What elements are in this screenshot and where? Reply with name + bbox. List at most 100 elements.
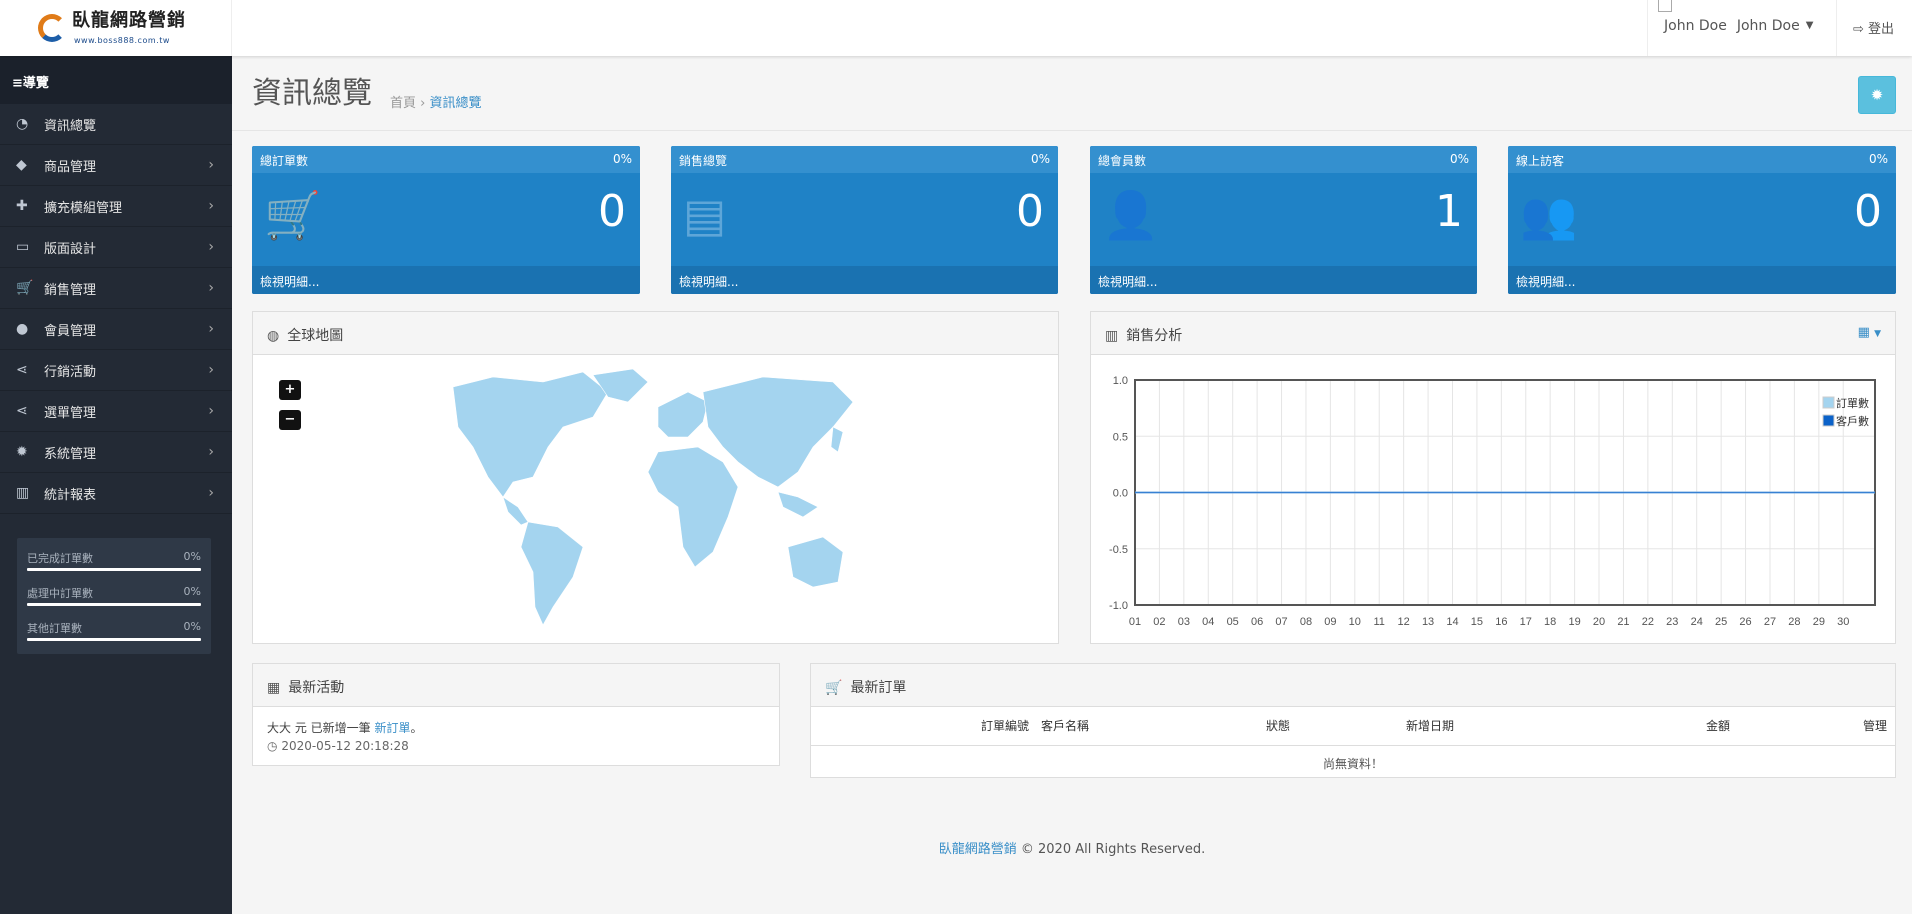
sidebar-item[interactable]: ▥ 統計報表 › bbox=[0, 473, 232, 514]
x-tick-label: 04 bbox=[1202, 616, 1214, 628]
panel-title: 最新活動 bbox=[288, 680, 345, 696]
desktop-icon: ▭ bbox=[16, 239, 30, 255]
sidebar: ≡導覽 ◔ 資訊總覽 ◆ 商品管理 › ✚ 擴充模組管理 › ▭ 版面設計 › 🛒 銷售管理 › ● 會員管理… bbox=[0, 56, 232, 914]
view-details-link[interactable]: 檢視明細... bbox=[252, 266, 640, 294]
view-details-link[interactable]: 檢視明細... bbox=[671, 266, 1058, 294]
x-tick-label: 10 bbox=[1349, 616, 1361, 628]
sidebar-title: 導覽 bbox=[22, 76, 49, 91]
cart-icon: 🛒 bbox=[16, 280, 34, 296]
x-tick-label: 29 bbox=[1813, 616, 1825, 628]
globe-icon: ◍ bbox=[267, 328, 280, 344]
panel-title: 全球地圖 bbox=[287, 328, 344, 344]
col-order-number[interactable]: 訂單編號 bbox=[811, 707, 1041, 746]
col-manage[interactable]: 管理 bbox=[1846, 707, 1895, 746]
card-value: 0 bbox=[1016, 186, 1044, 237]
map-europe bbox=[657, 391, 709, 438]
latest-orders-panel: 🛒 最新訂單 訂單編號 客戶名稱 狀態 新增日期 金額 管理 尚無資料！ bbox=[810, 663, 1896, 778]
chevron-right-icon: › bbox=[208, 198, 214, 214]
progress-label: 處理中訂單數 bbox=[27, 587, 93, 600]
top-header: 臥龍網路營銷 www.boss888.com.tw John Doe John … bbox=[0, 0, 1912, 56]
progress-row: 其他訂單數 0% bbox=[27, 616, 201, 651]
legend-swatch bbox=[1822, 396, 1835, 409]
card-header: 總會員數 0% bbox=[1090, 146, 1477, 173]
x-tick-label: 13 bbox=[1422, 616, 1434, 628]
x-tick-label: 06 bbox=[1251, 616, 1263, 628]
sales-analysis-panel: ▥ 銷售分析 ▦ ▼ 1.0 0.5 0.0 -0.5 -1.0 01 02 03 04 05 06 0… bbox=[1090, 311, 1896, 644]
sidebar-item-label: 行銷活動 bbox=[44, 364, 97, 380]
card-header: 銷售總覽 0% bbox=[671, 146, 1058, 173]
sidebar-item[interactable]: ◔ 資訊總覽 bbox=[0, 104, 232, 145]
x-tick-label: 08 bbox=[1300, 616, 1312, 628]
x-tick-label: 25 bbox=[1715, 616, 1727, 628]
col-created-date[interactable]: 新增日期 bbox=[1406, 707, 1706, 746]
user-menu-row: John Doe John Doe ▼ bbox=[1664, 17, 1813, 35]
chevron-right-icon: › bbox=[208, 362, 214, 378]
zoom-out-button[interactable]: − bbox=[279, 410, 301, 430]
share-icon: ⋖ bbox=[16, 362, 28, 378]
user-menu[interactable]: John Doe John Doe ▼ bbox=[1647, 0, 1837, 56]
progress-value: 0% bbox=[183, 585, 201, 598]
map-south-america bbox=[520, 521, 584, 626]
legend-label: 客戶數 bbox=[1836, 414, 1869, 428]
progress-label: 其他訂單數 bbox=[27, 622, 82, 635]
sidebar-menu: ◔ 資訊總覽 ◆ 商品管理 › ✚ 擴充模組管理 › ▭ 版面設計 › 🛒 銷售管理 › ● 會員管理 › ⋖ 行銷… bbox=[0, 104, 232, 514]
sidebar-item[interactable]: ✹ 系統管理 › bbox=[0, 432, 232, 473]
panel-title: 銷售分析 bbox=[1126, 328, 1183, 344]
logo[interactable]: 臥龍網路營銷 www.boss888.com.tw bbox=[0, 0, 232, 56]
logout-button[interactable]: ⇨ 登出 bbox=[1853, 18, 1894, 37]
sales-chart: 1.0 0.5 0.0 -0.5 -1.001 02 03 04 05 06 07 08 09 10 11 1… bbox=[1109, 375, 1876, 628]
sidebar-item[interactable]: ● 會員管理 › bbox=[0, 309, 232, 350]
footer-brand-link[interactable]: 臥龍網路營銷 bbox=[938, 842, 1017, 857]
latest-activity-panel: ▦ 最新活動 大大 元 已新增一筆 新訂單。 ◷ 2020-05-12 20:18… bbox=[252, 663, 780, 766]
sidebar-item[interactable]: ⋖ 行銷活動 › bbox=[0, 350, 232, 391]
chevron-right-icon: › bbox=[208, 157, 214, 173]
calendar-icon: ▦ bbox=[1857, 325, 1870, 340]
sidebar-item[interactable]: ✚ 擴充模組管理 › bbox=[0, 186, 232, 227]
breadcrumb: 首頁 › 資訊總覽 bbox=[390, 96, 482, 111]
col-amount[interactable]: 金額 bbox=[1706, 707, 1846, 746]
map-central-america bbox=[502, 496, 529, 526]
view-details-link[interactable]: 檢視明細... bbox=[1508, 266, 1896, 294]
progress-label: 已完成訂單數 bbox=[27, 552, 93, 565]
x-tick-label: 09 bbox=[1324, 616, 1336, 628]
sidebar-item[interactable]: ⋖ 選單管理 › bbox=[0, 391, 232, 432]
sidebar-item-label: 會員管理 bbox=[44, 323, 97, 339]
logout-label: 登出 bbox=[1868, 22, 1895, 37]
world-map[interactable] bbox=[433, 367, 853, 632]
sidebar-item-label: 系統管理 bbox=[44, 446, 97, 462]
card-percent: 0% bbox=[1868, 152, 1888, 166]
card-percent: 0% bbox=[612, 152, 632, 166]
breadcrumb-home[interactable]: 首頁 bbox=[390, 96, 417, 111]
sidebar-item[interactable]: ▭ 版面設計 › bbox=[0, 227, 232, 268]
sidebar-item-label: 擴充模組管理 bbox=[44, 200, 123, 216]
zoom-in-button[interactable]: + bbox=[279, 380, 301, 400]
breadcrumb-current[interactable]: 資訊總覽 bbox=[429, 96, 482, 111]
sidebar-item[interactable]: ◆ 商品管理 › bbox=[0, 145, 232, 186]
x-tick-label: 02 bbox=[1153, 616, 1165, 628]
user-icon: 👤 bbox=[1102, 188, 1160, 242]
col-customer-name[interactable]: 客戶名稱 bbox=[1041, 707, 1266, 746]
stat-card: 總訂單數 0% 🛒 0 檢視明細... bbox=[252, 146, 640, 294]
tags-icon: ◆ bbox=[16, 157, 27, 173]
col-status[interactable]: 狀態 bbox=[1266, 707, 1406, 746]
x-tick-label: 18 bbox=[1544, 616, 1556, 628]
gear-icon: ✹ bbox=[16, 444, 28, 460]
view-details-link[interactable]: 檢視明細... bbox=[1090, 266, 1477, 294]
x-tick-label: 26 bbox=[1739, 616, 1751, 628]
card-value: 1 bbox=[1435, 186, 1463, 237]
settings-button[interactable]: ✹ bbox=[1858, 76, 1896, 114]
sidebar-item-label: 銷售管理 bbox=[44, 282, 97, 298]
logo-url: www.boss888.com.tw bbox=[74, 36, 170, 45]
progress-bar bbox=[27, 568, 201, 571]
x-tick-label: 30 bbox=[1837, 616, 1849, 628]
new-order-link[interactable]: 新訂單 bbox=[374, 721, 411, 735]
date-range-dropdown[interactable]: ▦ ▼ bbox=[1858, 325, 1881, 340]
bar-chart-icon: ▥ bbox=[16, 485, 30, 501]
sidebar-item-label: 資訊總覽 bbox=[44, 118, 97, 134]
user-dropdown[interactable]: John Doe bbox=[1736, 18, 1800, 34]
caret-down-icon: ▼ bbox=[1874, 329, 1881, 339]
x-tick-label: 03 bbox=[1178, 616, 1190, 628]
map-japan bbox=[830, 426, 844, 453]
progress-value: 0% bbox=[183, 550, 201, 563]
sidebar-item[interactable]: 🛒 銷售管理 › bbox=[0, 268, 232, 309]
